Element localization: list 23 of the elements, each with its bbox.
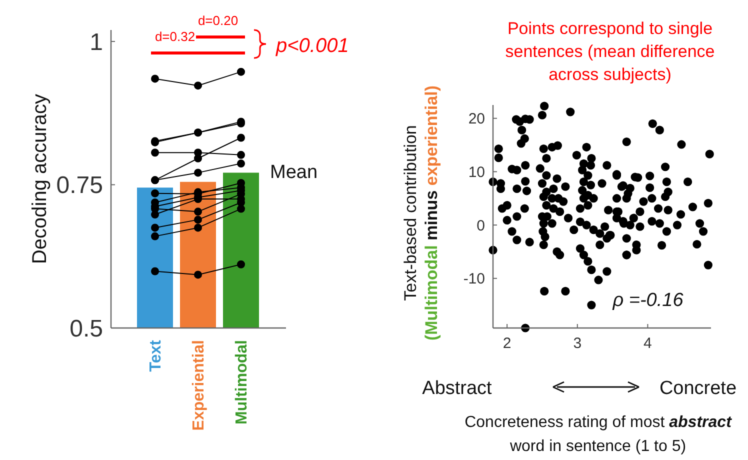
text: Abstract: [422, 378, 493, 399]
chart-title: Points correspond to single sentences (mean difference across subjects): [505, 19, 715, 84]
y-tick-label: 20: [468, 110, 485, 128]
annotation: ρ =-0.16: [612, 290, 684, 311]
x-tick-label: 4: [644, 335, 652, 352]
y-tick-label: 0: [476, 217, 485, 234]
y-tick-label: -10: [463, 270, 485, 288]
x-tick-label: Multimodal: [234, 340, 251, 424]
y-tick-label: 10: [468, 164, 485, 181]
x-tick-label: 3: [573, 335, 582, 352]
y-axis-title: Decoding accuracy: [29, 94, 51, 264]
x-tick-label: Experiential: [190, 340, 208, 431]
text: d=0.20: [198, 13, 238, 28]
x-tick-label: Text: [148, 339, 165, 372]
y-tick-label: 1: [90, 28, 103, 56]
y-tick-label: 0.5: [70, 315, 103, 342]
x-tick-label: 2: [502, 335, 512, 352]
text: p<0.001: [275, 35, 349, 57]
text: Concrete: [659, 378, 737, 399]
annotation: d=0.32: [154, 29, 196, 44]
text: Mean: [270, 162, 318, 183]
y-tick-label: 0.75: [56, 172, 103, 200]
text: Concreteness rating of most abstract word in sentence (1 to 5): [464, 414, 732, 455]
